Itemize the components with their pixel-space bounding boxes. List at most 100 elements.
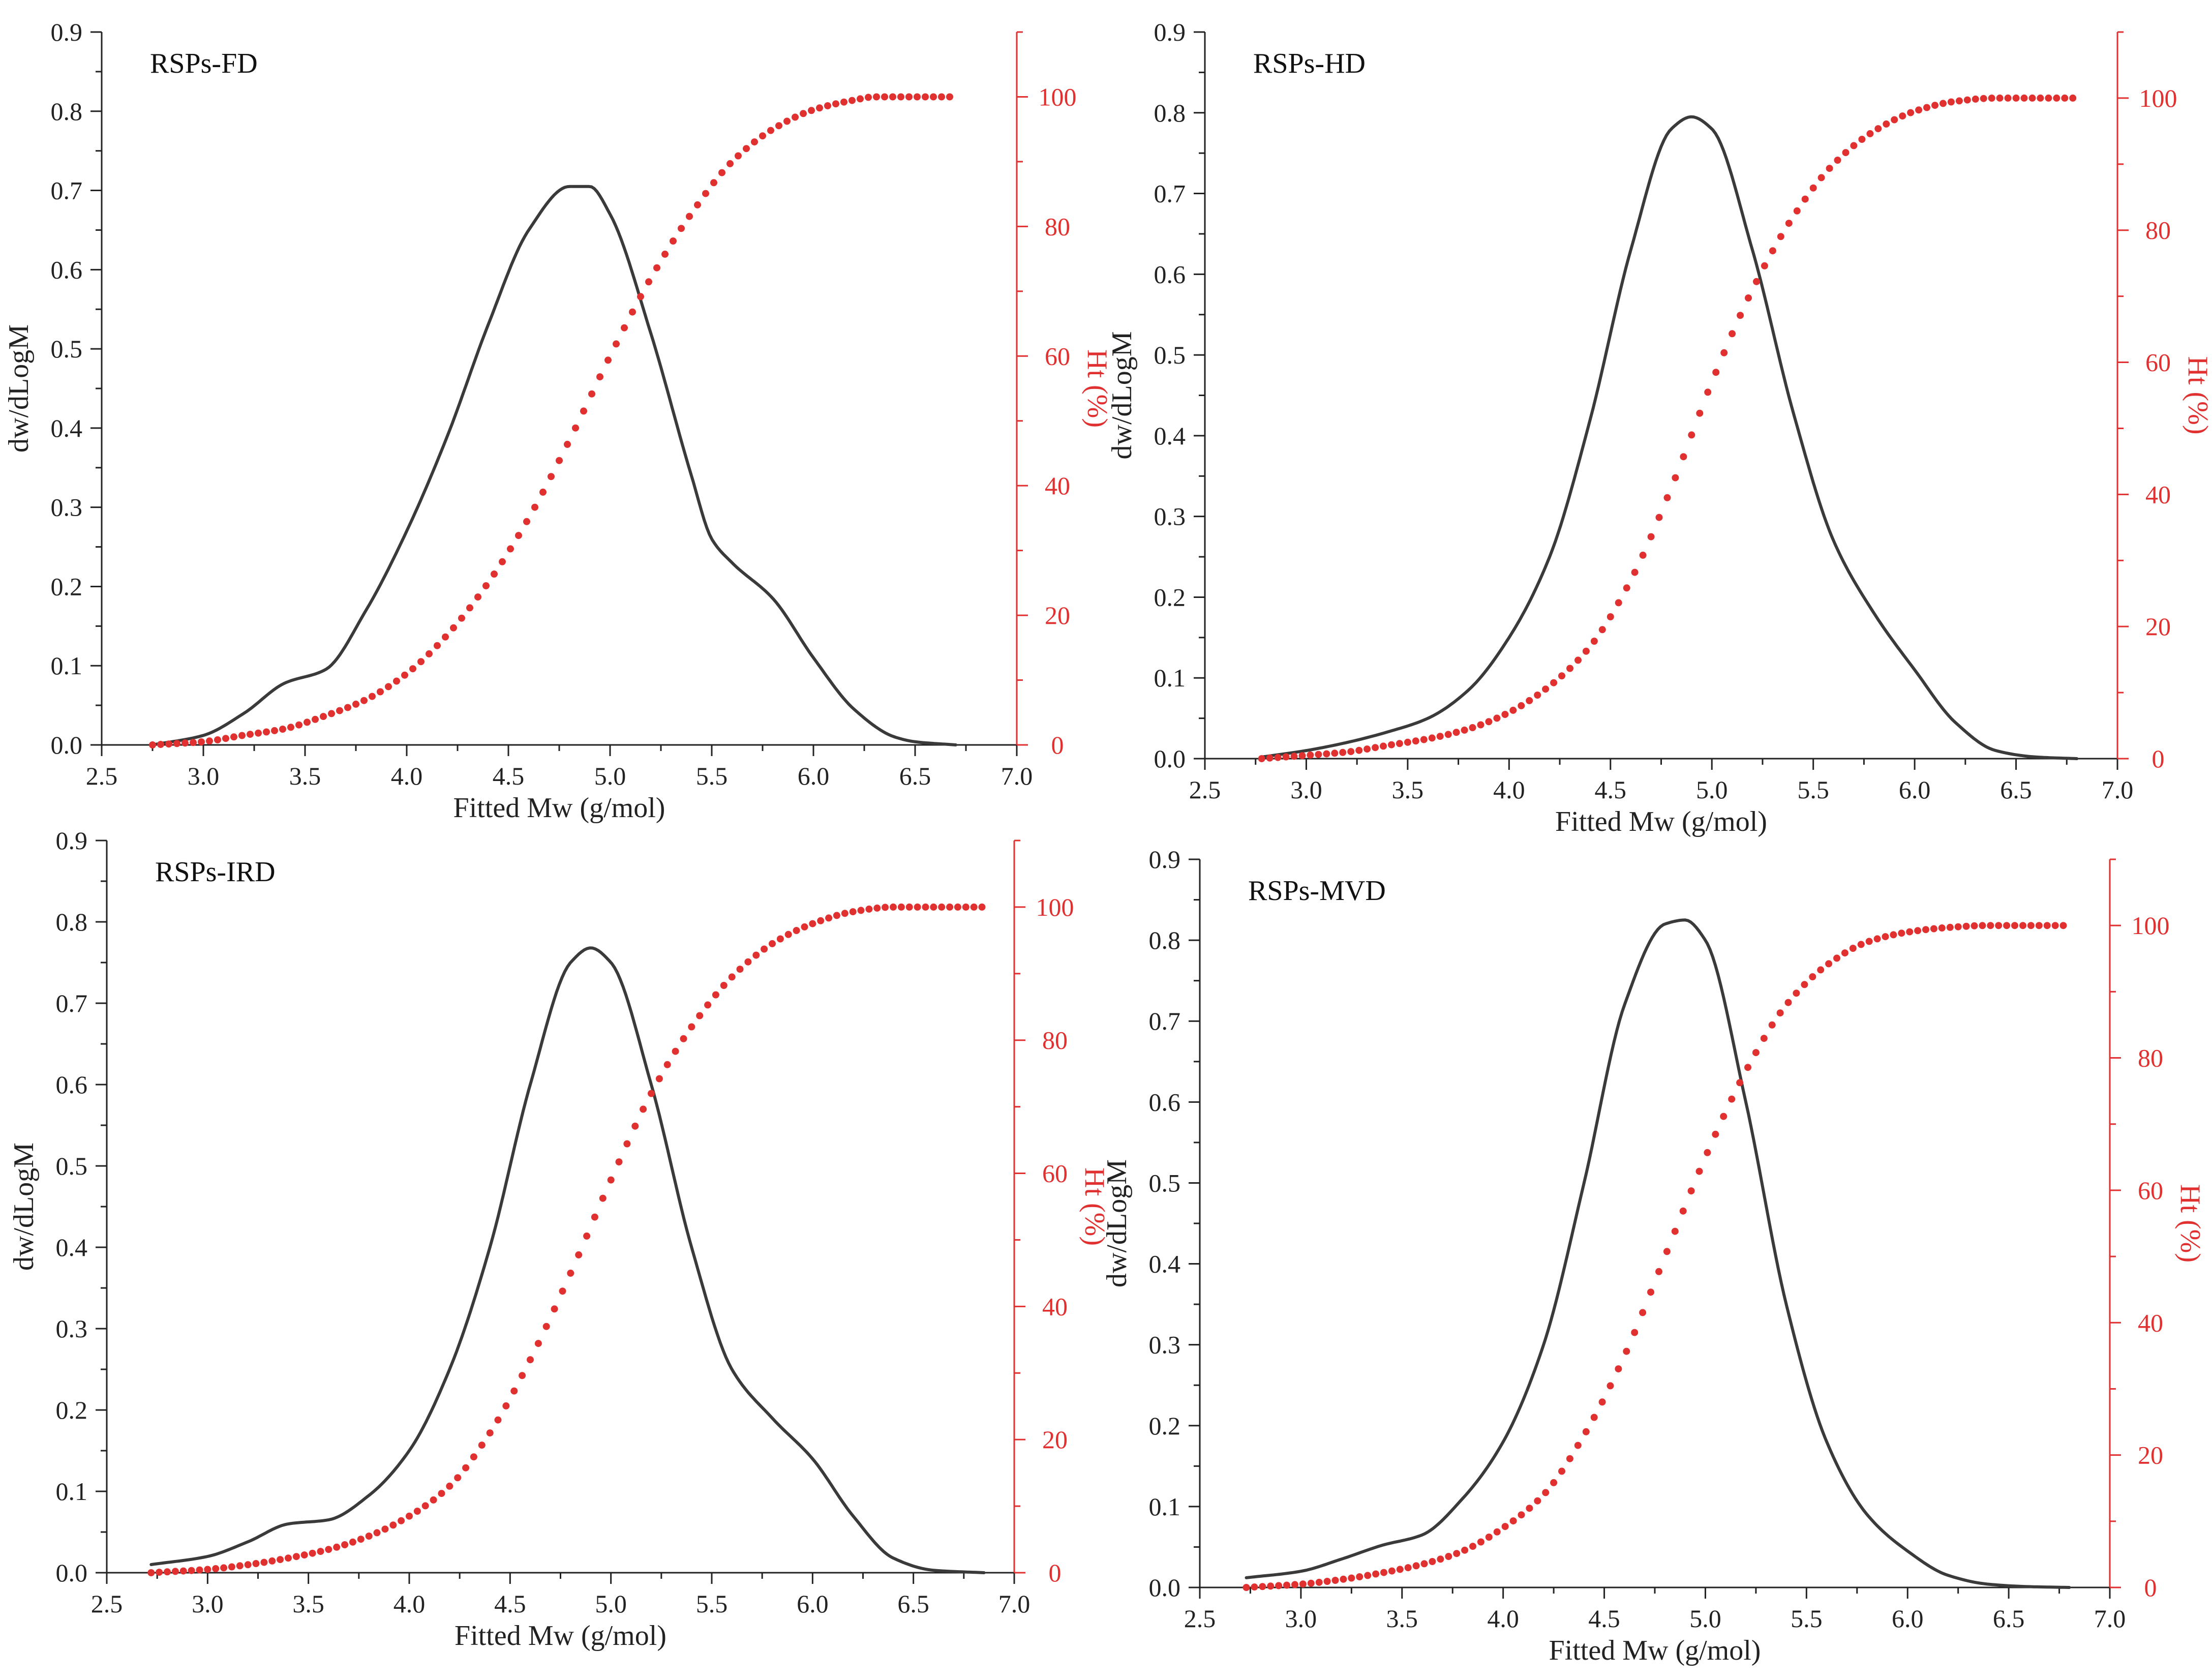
ht-point [720, 982, 728, 989]
ht-point [776, 935, 784, 943]
ht-point [542, 1323, 550, 1330]
ht-point [663, 1061, 671, 1068]
series-line-dwdlogm [1245, 918, 2071, 1589]
ht-point [507, 545, 514, 553]
ht-point [165, 740, 172, 748]
y2-tick-label: 100 [2139, 84, 2177, 112]
ht-point [1339, 748, 1347, 756]
ht-point [1355, 746, 1363, 754]
ht-point [640, 1105, 647, 1113]
x-tick-label: 4.5 [493, 762, 525, 790]
ht-point [1298, 752, 1306, 760]
ht-point [1963, 96, 1971, 104]
ht-point [1290, 753, 1298, 760]
ht-point [430, 1496, 437, 1504]
ht-point [1251, 1583, 1258, 1591]
ht-point [736, 966, 744, 973]
ht-point [1469, 1543, 1476, 1550]
y2-tick-label: 0 [2144, 1573, 2157, 1602]
x-tick-label: 6.5 [1993, 1604, 2025, 1633]
ht-point [1712, 369, 1720, 376]
ht-point [1598, 626, 1606, 634]
ht-point [1930, 925, 1937, 933]
ht-point [2019, 922, 2026, 929]
ht-point [1647, 1288, 1654, 1296]
x-tick-label: 7.0 [1001, 762, 1033, 790]
ht-point [1590, 1414, 1598, 1421]
ht-point [1582, 1428, 1590, 1435]
ht-point [230, 733, 237, 741]
ht-point [1323, 750, 1330, 758]
ht-point [369, 693, 376, 700]
ht-point [1639, 1309, 1647, 1316]
ht-point [212, 1565, 220, 1572]
ht-point [164, 1568, 171, 1576]
ht-point [783, 117, 791, 125]
ht-point [621, 324, 628, 332]
ht-point [1671, 1227, 1679, 1235]
ht-point [1485, 1534, 1493, 1541]
y-tick-label: 0.4 [1149, 1250, 1181, 1278]
ht-point [1340, 1575, 1347, 1583]
ht-point [678, 225, 685, 232]
ht-point [1849, 945, 1857, 952]
ht-point [1655, 1268, 1662, 1275]
ht-point [1745, 294, 1752, 302]
x-tick-label: 5.0 [594, 762, 626, 790]
x-tick-label: 4.0 [393, 1589, 426, 1618]
x-tick-label: 7.0 [998, 1589, 1031, 1618]
ht-point [1509, 706, 1517, 714]
y-tick-label: 0.7 [56, 989, 88, 1017]
ht-point [905, 93, 913, 101]
ht-point [1574, 656, 1582, 664]
ht-point [1372, 744, 1379, 752]
x-tick-label: 5.5 [696, 762, 728, 790]
x-tick-label: 6.0 [1892, 1604, 1924, 1633]
ht-point [1526, 1505, 1533, 1512]
ht-point [580, 407, 587, 415]
y2-tick-label: 20 [1045, 601, 1070, 629]
ht-point [279, 726, 286, 733]
x-tick-label: 2.5 [86, 762, 118, 790]
ht-point [292, 1553, 300, 1561]
ht-point [1687, 1187, 1695, 1195]
ht-point [1436, 733, 1444, 740]
y-tick-label: 0.8 [1149, 926, 1181, 954]
ht-point [922, 93, 929, 101]
x-tick-label: 4.0 [391, 762, 423, 790]
y-tick-label: 0.1 [1149, 1492, 1181, 1521]
ht-point [930, 93, 937, 101]
ht-point [336, 707, 343, 714]
x-tick-label: 6.0 [797, 1589, 829, 1618]
ht-point [1445, 1553, 1452, 1560]
ht-point [341, 1541, 349, 1548]
ht-point [1809, 973, 1816, 980]
ht-point [157, 741, 164, 748]
ht-point [1461, 1546, 1469, 1554]
ht-point [531, 503, 538, 511]
ht-point [897, 903, 905, 911]
ht-point [204, 1566, 211, 1573]
ht-point [735, 152, 742, 160]
ht-point [588, 390, 595, 398]
ht-point [300, 1551, 308, 1559]
ht-point [1954, 923, 1962, 931]
ht-point [1615, 1365, 1622, 1373]
ht-point [312, 715, 319, 723]
ht-point [409, 665, 416, 673]
y-tick-label: 0.4 [56, 1233, 88, 1262]
ht-point [1444, 731, 1452, 738]
ht-point [1938, 924, 1946, 932]
x-tick-label: 5.5 [1797, 775, 1829, 804]
ht-point [1566, 1455, 1573, 1462]
ht-point [712, 991, 719, 999]
ht-point [800, 110, 807, 117]
x-axis-label: Fitted Mw (g/mol) [454, 1620, 666, 1652]
ht-point [905, 903, 913, 911]
ht-point [2045, 94, 2052, 102]
ht-point [2035, 922, 2043, 929]
x-tick-label: 4.5 [1588, 1604, 1620, 1633]
ht-point [1988, 95, 1995, 102]
ht-point [759, 132, 766, 140]
y2-tick-label: 60 [2145, 348, 2171, 377]
